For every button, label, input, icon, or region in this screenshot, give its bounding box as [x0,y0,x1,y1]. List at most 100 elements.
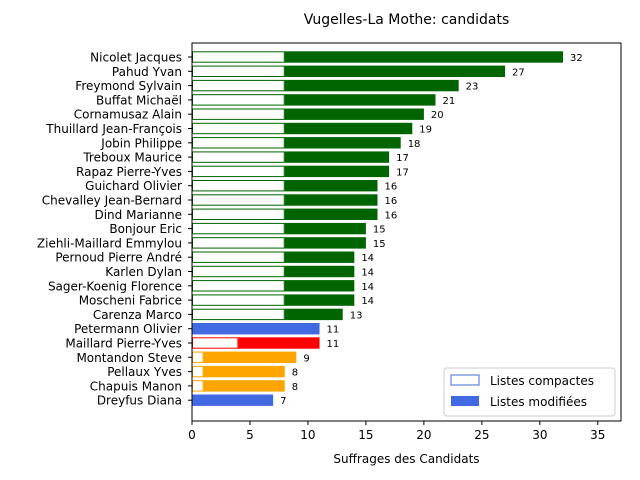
category-label: Pernoud Pierre André [55,251,182,265]
value-label: 21 [442,96,455,107]
plot-frame [191,42,622,422]
value-label: 8 [292,368,298,379]
bar-compact [192,137,285,149]
legend-label-compact: Listes compactes [490,374,594,388]
category-label: Jobin Philippe [100,136,182,150]
category-label: Freymond Sylvain [75,79,182,93]
bar-compact [192,151,285,163]
bar-compact [192,51,285,63]
legend-frame [443,367,616,417]
category-label: Buffat Michaël [96,93,182,107]
bar-modified [284,294,355,306]
value-label: 16 [385,182,398,193]
category-label: Moscheni Fabrice [79,294,182,308]
value-label: 13 [350,310,363,321]
legend-swatch-modified [451,396,479,406]
category-label: Carenza Marco [93,308,182,322]
bar-modified [203,380,285,392]
bar-modified [284,308,343,321]
x-tick-label: 35 [590,428,605,442]
bar-compact [192,165,285,178]
bar-compact [192,294,285,306]
bar-modified [284,151,390,163]
bar-modified [238,337,320,349]
x-tick-label: 10 [300,428,315,442]
category-label: Ziehli-Maillard Emmylou [37,236,182,250]
value-label: 20 [431,110,444,121]
x-tick-label: 15 [358,428,373,442]
bar-compact [192,79,285,92]
value-label: 14 [361,282,374,293]
bar-compact [192,108,285,120]
category-label: Montandon Steve [76,351,182,365]
bar-compact [192,94,285,106]
value-label: 23 [466,82,479,93]
bar-compact [192,208,285,221]
bar-modified [203,351,297,363]
bar-compact [192,265,285,278]
bar-modified [284,122,413,135]
x-tick-label: 25 [474,428,489,442]
value-label: 18 [408,139,421,150]
category-label: Treboux Maurice [82,151,182,165]
chart-title: Vugelles-La Mothe: candidats [304,12,510,28]
bar-modified [284,280,355,292]
value-label: 14 [361,268,374,279]
bar-compact [192,180,285,192]
category-label: Pellaux Yves [107,365,182,379]
bar-compact [192,280,285,292]
value-label: 16 [385,196,398,207]
x-tick-label: 5 [246,428,254,442]
value-label: 27 [512,67,525,78]
category-label: Guichard Olivier [85,179,182,193]
bar-compact [192,222,285,235]
category-label: Pahud Yvan [112,65,182,79]
bar-compact [192,251,285,263]
bar-modified [203,365,285,378]
value-label: 9 [303,353,309,364]
bar-compact [192,351,204,364]
x-axis: 0 5 10 15 20 25 30 35 [188,421,605,442]
value-label: 11 [327,325,340,336]
bar-compact [192,365,204,378]
category-label: Cornamusaz Alain [74,108,182,122]
bar-compact [192,337,239,349]
bar-modified [284,51,564,63]
legend: Listes compactes Listes modifiées [443,367,616,417]
value-label: 17 [396,153,409,164]
category-label: Karlen Dylan [105,265,182,279]
value-label: 14 [361,253,374,264]
value-label: 11 [327,339,340,350]
x-tick-label: 0 [188,428,196,442]
category-label: Bonjour Eric [109,222,182,236]
bar-modified [284,237,366,249]
legend-swatch-compact [450,374,480,386]
value-label: 16 [385,210,398,221]
bar-compact [192,122,285,135]
bar-modified [284,65,506,77]
bar-compact [192,194,285,206]
value-label: 32 [570,53,583,64]
legend-label-modified: Listes modifiées [490,395,587,409]
x-tick-label: 20 [416,428,431,442]
bar-modified [284,265,355,278]
value-labels: 32 27 23 21 20 19 18 17 17 16 16 16 15 15 14 14 14 14 13 11… [280,53,583,407]
bar-modified [192,323,320,335]
value-label: 14 [361,296,374,307]
bar-modified [284,251,355,263]
bar-modified [284,108,424,120]
bar-compact [192,308,285,321]
value-label: 15 [373,239,386,250]
category-label: Chapuis Manon [90,379,182,393]
value-label: 15 [373,225,386,236]
bar-modified [284,137,401,149]
category-label: Petermann Olivier [74,322,182,336]
bar-modified [284,165,390,178]
bar-modified [284,208,378,220]
category-label: Chevalley Jean-Bernard [42,194,182,208]
category-label: Sager-Koenig Florence [48,279,182,293]
value-label: 19 [419,125,432,136]
bar-compact [192,380,204,392]
category-label: Maillard Pierre-Yves [65,337,182,351]
